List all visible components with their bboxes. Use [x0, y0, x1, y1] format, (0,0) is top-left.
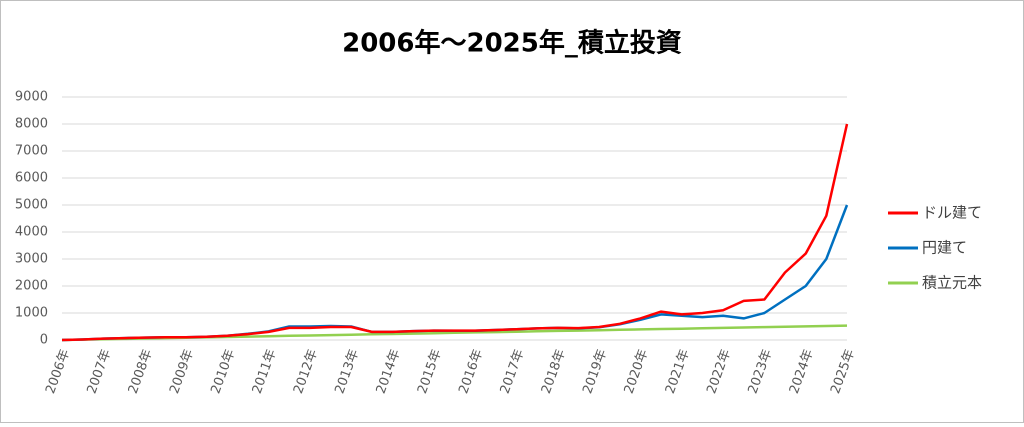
y-tick-label: 0: [40, 333, 48, 348]
series-line: [61, 123, 849, 342]
y-tick-label: 5000: [15, 198, 48, 213]
y-tick-label: 7000: [15, 144, 48, 159]
y-tick-label: 2000: [15, 279, 48, 294]
y-tick-label: 9000: [15, 90, 48, 105]
y-tick-label: 8000: [15, 117, 48, 132]
legend-text: 円建て: [922, 239, 967, 257]
legend-text: ドル建て: [922, 204, 982, 222]
chart-title: 2006年～2025年_積立投資: [342, 28, 682, 59]
legend-text: 積立元本: [922, 274, 982, 292]
y-tick-label: 3000: [15, 252, 48, 267]
y-tick-label: 6000: [15, 171, 48, 186]
y-tick-label: 1000: [15, 306, 48, 321]
y-tick-label: 4000: [15, 225, 48, 240]
